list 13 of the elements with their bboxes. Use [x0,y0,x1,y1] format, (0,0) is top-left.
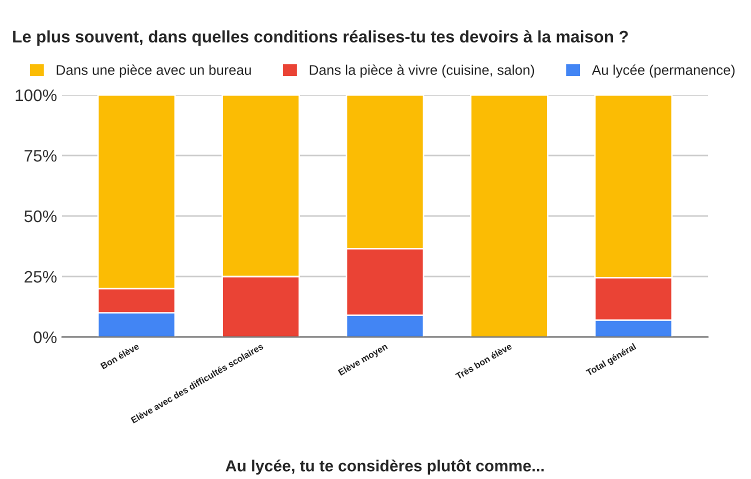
legend-label: Dans une pièce avec un bureau [56,64,251,78]
chart-title: Le plus souvent, dans quelles conditions réalises-tu tes devoirs à la maison ? [13,30,628,46]
y-tick-label: 25% [24,270,57,283]
y-tick-label: 50% [24,210,57,222]
legend-label: Au lycée (permanence) [592,64,735,78]
y-tick-label: 75% [24,150,57,162]
x-axis-title: Au lycée, tu te considères plutôt comme... [226,459,544,475]
bar [470,95,548,337]
y-tick-label: 0% [34,331,57,344]
legend-label: Dans la pièce à vivre (cuisine, salon) [310,64,534,78]
x-tick-label: Bon élève [100,342,140,370]
y-tick-label: 100% [16,89,57,102]
x-tick-label: Très bon élève [454,342,512,380]
